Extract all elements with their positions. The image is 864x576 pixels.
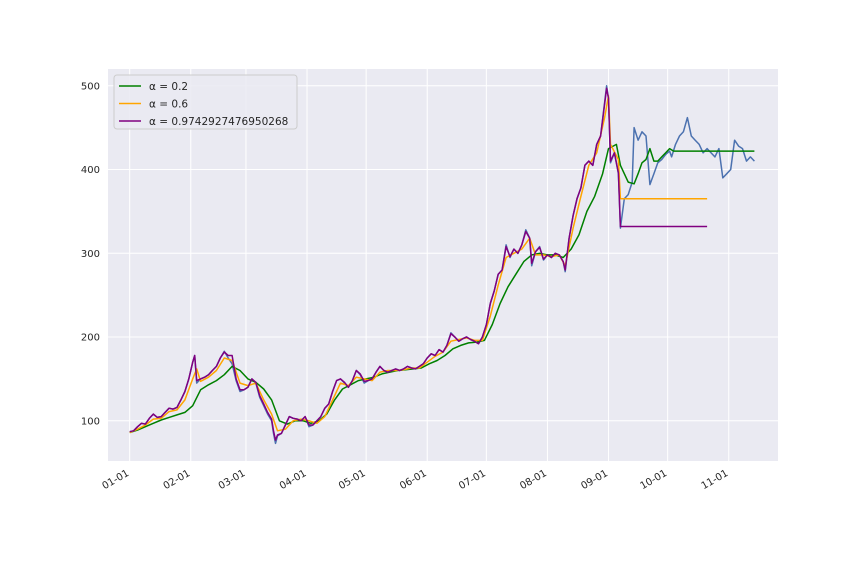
y-tick-label: 100: [81, 416, 100, 427]
y-tick-label: 300: [81, 249, 100, 260]
legend-label: α = 0.9742927476950268: [149, 116, 288, 128]
x-tick-labels: 01-01 02-01 03-01 04-01 05-01 06-01 07-01 08-01…: [101, 468, 731, 492]
series-line-3: [129, 87, 708, 441]
series-line-1: [129, 143, 755, 434]
x-tick-label: 07-01: [457, 468, 488, 492]
y-tick-label: 500: [81, 81, 100, 92]
x-tick-label: 05-01: [337, 468, 368, 492]
y-tick-labels: 100 200 300 400 500: [81, 81, 100, 427]
plot-background: [108, 69, 778, 461]
legend-label: α = 0.2: [149, 81, 188, 93]
legend-label: α = 0.6: [149, 98, 188, 110]
x-tick-label: 10-01: [638, 468, 669, 492]
x-tick-label: 03-01: [217, 468, 248, 492]
legend: α = 0.2 α = 0.6 α = 0.9742927476950268: [113, 74, 298, 130]
x-tick-label: 06-01: [398, 468, 429, 492]
legend-box: [113, 74, 298, 130]
y-tick-label: 200: [81, 333, 100, 344]
series-lines: [129, 85, 755, 445]
x-tick-label: 08-01: [518, 468, 549, 492]
y-tick-label: 400: [81, 165, 100, 176]
series-line-2: [129, 95, 708, 434]
x-tick-label: 01-01: [101, 468, 132, 492]
x-tick-label: 11-01: [700, 468, 731, 492]
x-tick-label: 04-01: [278, 468, 309, 492]
x-tick-label: 09-01: [579, 468, 610, 492]
x-tick-label: 02-01: [162, 468, 193, 492]
